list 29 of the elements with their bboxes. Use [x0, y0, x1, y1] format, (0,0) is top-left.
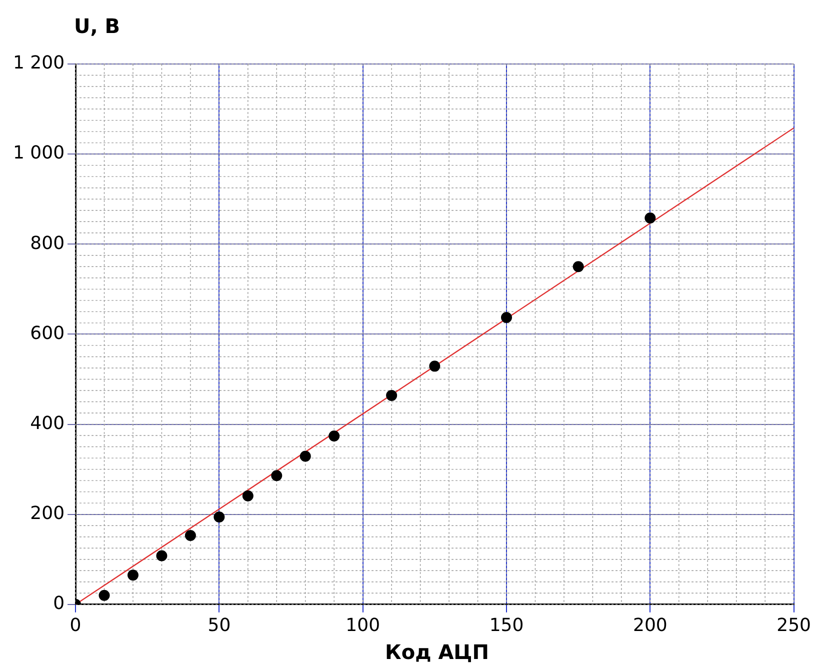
point: [386, 390, 398, 401]
x-axis-title: Код АЦП: [384, 640, 490, 664]
point: [501, 312, 512, 324]
x-tick-label: 50: [208, 614, 231, 636]
point: [300, 450, 311, 462]
x-tick-label: 150: [489, 614, 524, 636]
y-axis-title: U, B: [74, 14, 120, 38]
point: [328, 430, 340, 442]
point: [271, 470, 282, 482]
x-tick-label: 100: [346, 614, 380, 636]
x-tick-label: 0: [70, 614, 82, 636]
point: [644, 212, 656, 224]
point: [242, 490, 254, 502]
point: [98, 590, 110, 601]
y-tick-label: 1 000: [13, 142, 65, 164]
point: [156, 550, 168, 562]
y-tick-label: 600: [30, 322, 65, 344]
x-tick-label: 250: [776, 614, 811, 636]
point: [214, 512, 225, 523]
point: [572, 261, 584, 272]
y-tick-label: 800: [30, 232, 65, 254]
y-tick-label: 1 200: [13, 52, 65, 74]
point: [127, 570, 138, 581]
y-tick-label: 200: [30, 503, 65, 524]
y-tick-label: 0: [53, 593, 65, 614]
point: [429, 360, 440, 372]
y-tick-label: 400: [30, 412, 65, 434]
point: [184, 530, 196, 541]
x-tick-label: 200: [632, 614, 668, 636]
